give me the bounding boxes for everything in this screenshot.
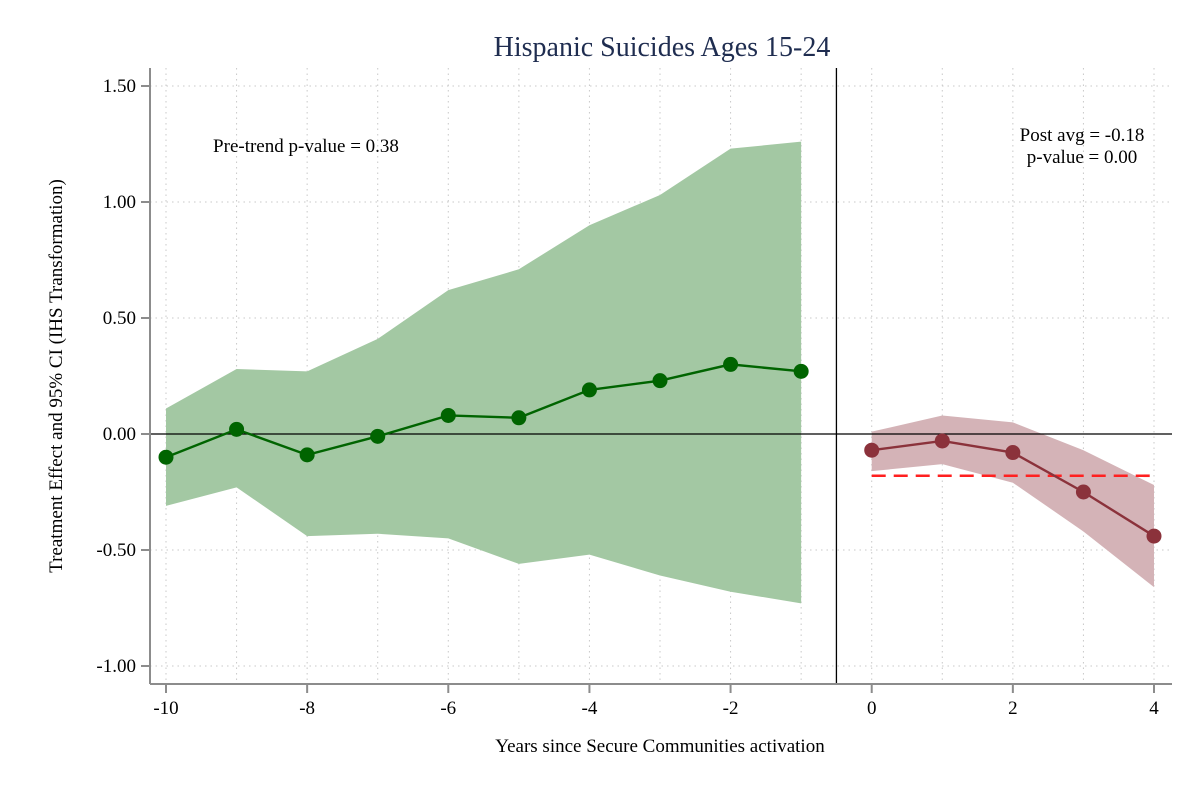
ticks: 1.50 1.00 0.50 0.00 -0.50 -1.00 -10 -8 -6 -4 -2 0 2 4 (96, 76, 1159, 719)
pre-period-point (440, 407, 456, 423)
x-axis-title: Years since Secure Communities activatio… (495, 736, 825, 757)
confidence-bands (166, 141, 1154, 604)
x-tick-label: 4 (1149, 698, 1159, 719)
post-period-point (1005, 445, 1021, 461)
post-avg-annotation: Post avg = -0.18 (1020, 125, 1145, 146)
y-tick-label: 1.00 (103, 192, 136, 213)
reference-lines (150, 68, 1172, 684)
y-tick-label: 1.50 (103, 76, 136, 97)
chart-title: Hispanic Suicides Ages 15-24 (494, 32, 831, 63)
post-period-ci-band (871, 415, 1154, 588)
pre-trend-annotation: Pre-trend p-value = 0.38 (213, 136, 399, 157)
pre-period-point (511, 410, 527, 426)
y-axis-title: Treatment Effect and 95% CI (IHS Transfo… (46, 179, 67, 573)
x-tick-label: 0 (867, 698, 877, 719)
pre-period-point (793, 363, 809, 379)
series-lines (158, 356, 1162, 544)
y-tick-label: -1.00 (96, 656, 136, 677)
post-period-point (934, 433, 950, 449)
post-period-point (1146, 528, 1162, 544)
y-tick-label: -0.50 (96, 540, 136, 561)
y-tick-label: 0.50 (103, 308, 136, 329)
x-tick-label: -10 (153, 698, 178, 719)
pre-period-point (652, 373, 668, 389)
x-tick-label: -4 (582, 698, 598, 719)
x-tick-label: -8 (299, 698, 315, 719)
axes (149, 68, 1172, 685)
pre-period-point (299, 447, 315, 463)
pre-period-point (723, 356, 739, 372)
pre-period-point (581, 382, 597, 398)
post-pvalue-annotation: p-value = 0.00 (1027, 147, 1137, 168)
x-tick-label: -6 (440, 698, 456, 719)
pre-period-ci-band (166, 141, 802, 604)
pre-period-point (229, 421, 245, 437)
pre-period-point (370, 428, 386, 444)
post-period-point (864, 442, 880, 458)
pre-period-line (165, 363, 802, 459)
x-tick-label: 2 (1008, 698, 1018, 719)
y-tick-label: 0.00 (103, 424, 136, 445)
x-tick-label: -2 (723, 698, 739, 719)
pre-period-point (158, 449, 174, 465)
post-period-point (1075, 484, 1091, 500)
